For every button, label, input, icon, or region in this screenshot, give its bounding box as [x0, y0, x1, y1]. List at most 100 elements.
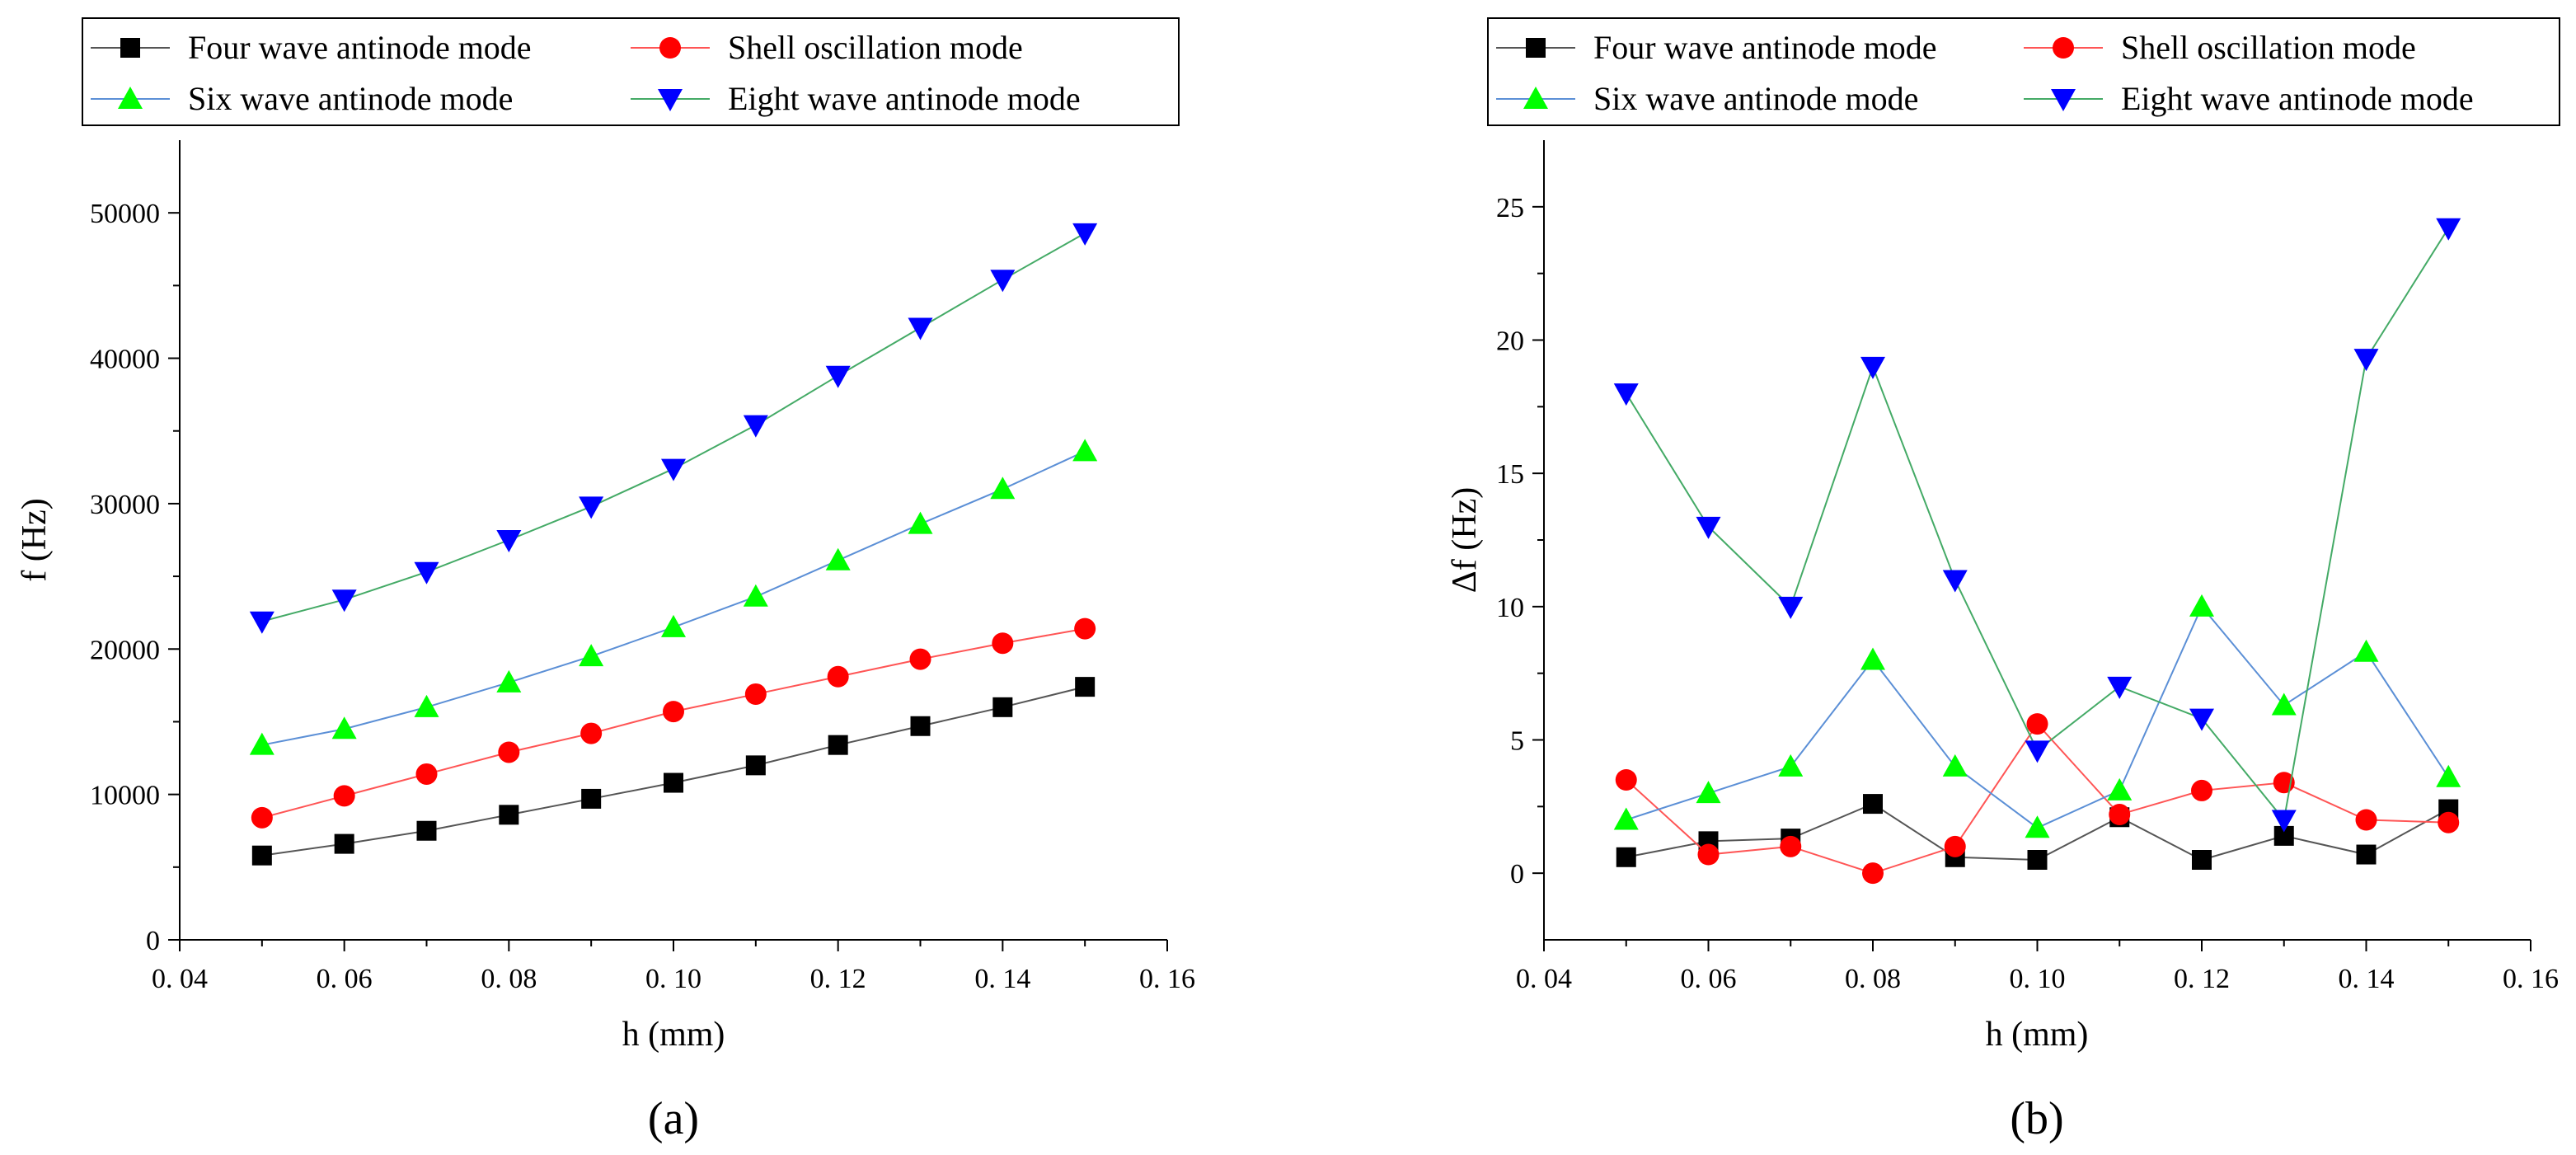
data-point — [664, 772, 683, 793]
data-point — [992, 697, 1013, 717]
data-point — [1075, 677, 1096, 697]
data-point — [825, 547, 851, 570]
y-tick-label: 40000 — [90, 345, 160, 375]
x-tick-label: 0. 16 — [2503, 964, 2559, 994]
data-point — [2353, 349, 2379, 372]
data-point — [2189, 594, 2214, 617]
panel-a-y-axis-label: f (Hz) — [16, 498, 54, 581]
data-point — [331, 589, 357, 613]
data-point — [1616, 847, 1636, 867]
data-point — [910, 716, 931, 736]
data-point — [2356, 844, 2377, 865]
data-point — [1072, 223, 1098, 246]
panel-b-axes: 0. 04 0. 06 0. 08 0. 10 0. 12 0. 14 0. 16 0 5 10 1… — [1496, 140, 2559, 994]
panel-a-chart: Four wave antinode mode Shell oscillation… — [16, 17, 1195, 1144]
data-point — [498, 741, 520, 763]
data-point — [1860, 356, 1885, 379]
panel-b-series — [1613, 218, 2461, 885]
data-point — [1696, 516, 1721, 539]
data-point — [745, 755, 766, 776]
data-point — [2109, 804, 2131, 826]
data-point — [415, 763, 438, 785]
x-tick-label: 0. 16 — [1139, 964, 1195, 994]
data-point — [331, 716, 357, 739]
series-line-4 — [261, 232, 1086, 622]
data-point — [249, 732, 274, 755]
x-tick-label: 0. 14 — [974, 964, 1030, 994]
data-point — [661, 458, 686, 481]
y-tick-label: 0 — [146, 926, 160, 956]
y-tick-label: 15 — [1496, 459, 1524, 490]
legend-marker — [2051, 89, 2076, 111]
data-point — [1074, 617, 1096, 640]
legend-marker — [1523, 87, 1548, 109]
data-point — [1862, 862, 1884, 885]
y-tick-label: 50000 — [90, 199, 160, 229]
data-point — [1863, 794, 1883, 815]
panel-b-chart: Four wave antinode mode Shell oscillation… — [1446, 17, 2560, 1144]
data-point — [333, 785, 355, 807]
data-point — [251, 845, 272, 866]
x-tick-label: 0. 10 — [645, 964, 701, 994]
legend-label: Four wave antinode mode — [1593, 29, 1937, 66]
data-point — [827, 665, 849, 688]
data-point — [1615, 769, 1637, 791]
legend-label: Six wave antinode mode — [188, 80, 513, 117]
legend-box — [82, 17, 1180, 126]
data-point — [251, 806, 273, 829]
data-point — [2438, 811, 2460, 833]
x-tick-label: 0. 04 — [152, 964, 208, 994]
data-point — [2355, 809, 2377, 831]
panel-b-y-axis-label: Δf (Hz) — [1446, 487, 1484, 593]
y-tick-label: 20 — [1496, 326, 1524, 357]
data-point — [1072, 439, 1098, 462]
data-point — [661, 614, 686, 637]
y-tick-label: 10 — [1496, 593, 1524, 623]
data-point — [1780, 835, 1802, 857]
data-point — [825, 365, 851, 388]
data-point — [2191, 779, 2212, 801]
x-tick-label: 0. 12 — [2174, 964, 2230, 994]
x-tick-label: 0. 08 — [481, 964, 537, 994]
y-tick-label: 0 — [1510, 859, 1524, 890]
data-point — [908, 317, 933, 340]
data-point — [2353, 639, 2379, 662]
data-point — [663, 701, 684, 723]
panel-b-caption: (b) — [2010, 1093, 2063, 1144]
legend-marker — [118, 87, 143, 109]
x-tick-label: 0. 08 — [1845, 964, 1901, 994]
data-point — [2436, 764, 2461, 787]
data-point — [579, 496, 604, 519]
panel-a-caption: (a) — [648, 1093, 699, 1144]
y-tick-label: 5 — [1510, 726, 1524, 757]
x-tick-label: 0. 14 — [2339, 964, 2395, 994]
data-point — [579, 644, 604, 667]
panel-a-legend: Four wave antinode mode Shell oscillation… — [82, 17, 1180, 126]
data-point — [2192, 850, 2212, 870]
data-point — [496, 669, 522, 693]
data-point — [414, 561, 439, 585]
data-point — [581, 788, 602, 809]
data-point — [909, 648, 931, 670]
y-tick-label: 30000 — [90, 490, 160, 520]
y-tick-label: 10000 — [90, 781, 160, 811]
data-point — [2026, 713, 2048, 735]
x-tick-label: 0. 12 — [810, 964, 866, 994]
data-point — [2107, 777, 2133, 801]
panel-b-legend: Four wave antinode mode Shell oscillation… — [1487, 17, 2560, 126]
x-tick-label: 0. 10 — [2010, 964, 2066, 994]
data-point — [1942, 570, 1968, 593]
data-point — [580, 722, 603, 744]
panel-a-x-axis-label: h (mm) — [622, 1016, 725, 1054]
data-point — [334, 833, 354, 854]
legend-label: Eight wave antinode mode — [2121, 80, 2474, 117]
data-point — [2025, 815, 2050, 838]
data-point — [1613, 383, 1639, 406]
data-point — [744, 683, 767, 705]
legend-label: Six wave antinode mode — [1593, 80, 1918, 117]
data-point — [1860, 647, 1885, 670]
x-tick-label: 0. 04 — [1516, 964, 1572, 994]
legend-label: Four wave antinode mode — [188, 29, 532, 66]
data-point — [2271, 810, 2297, 833]
y-tick-label: 20000 — [90, 635, 160, 665]
